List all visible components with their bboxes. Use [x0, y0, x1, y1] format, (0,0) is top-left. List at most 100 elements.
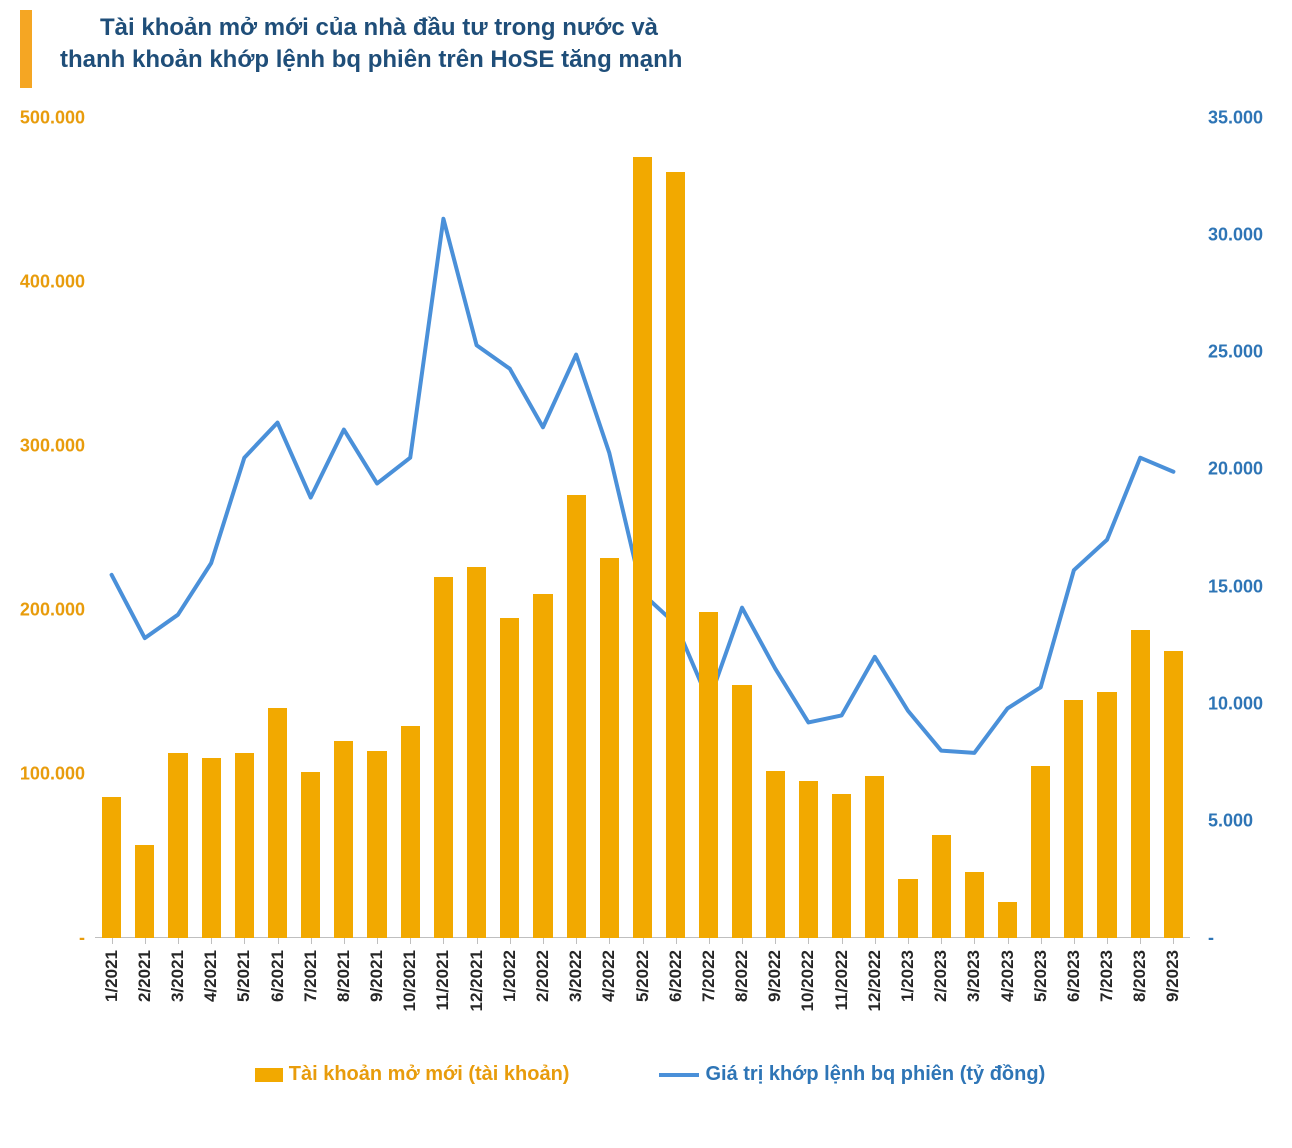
x-tick	[1008, 938, 1009, 944]
title-accent-bar	[20, 10, 32, 88]
chart-container: Tài khoản mở mới của nhà đầu tư trong nư…	[0, 0, 1292, 1148]
x-tick	[775, 938, 776, 944]
x-tick-label: 5/2023	[1031, 950, 1051, 1002]
x-tick-label: 9/2022	[765, 950, 785, 1002]
x-tick	[1173, 938, 1174, 944]
bar	[135, 845, 154, 938]
bar	[898, 879, 917, 938]
y-left-tick-label: 300.000	[20, 436, 85, 457]
x-tick-label: 12/2022	[865, 950, 885, 1011]
x-tick-label: 11/2022	[832, 950, 852, 1011]
x-tick-label: 1/2022	[500, 950, 520, 1002]
bar	[832, 794, 851, 938]
y-right-tick-label: 30.000	[1208, 225, 1263, 246]
y-left-tick-label: 200.000	[20, 600, 85, 621]
y-right-tick-label: 35.000	[1208, 108, 1263, 129]
y-right-tick-label: 20.000	[1208, 459, 1263, 480]
bar	[268, 708, 287, 938]
x-tick-label: 3/2021	[168, 950, 188, 1002]
x-tick	[510, 938, 511, 944]
legend-item-bars: Tài khoản mở mới (tài khoản)	[255, 1063, 570, 1086]
bar	[1131, 630, 1150, 938]
x-tick	[311, 938, 312, 944]
bar	[1164, 651, 1183, 938]
bar	[567, 495, 586, 938]
bar	[998, 902, 1017, 938]
y-left-tick-label: -	[79, 928, 85, 949]
x-tick-label: 1/2021	[102, 950, 122, 1002]
bar	[799, 781, 818, 938]
x-tick-label: 6/2021	[268, 950, 288, 1002]
bar	[965, 872, 984, 938]
x-tick-label: 7/2023	[1097, 950, 1117, 1002]
bar	[699, 612, 718, 938]
chart-title: Tài khoản mở mới của nhà đầu tư trong nư…	[60, 12, 682, 77]
x-tick-label: 4/2021	[201, 950, 221, 1002]
x-tick-label: 7/2022	[699, 950, 719, 1002]
bar	[102, 797, 121, 938]
bar	[334, 741, 353, 938]
x-tick-label: 3/2022	[566, 950, 586, 1002]
x-tick-label: 9/2021	[367, 950, 387, 1002]
y-right-tick-label: -	[1208, 928, 1214, 949]
x-tick	[643, 938, 644, 944]
x-tick	[543, 938, 544, 944]
x-tick-label: 4/2022	[599, 950, 619, 1002]
x-tick	[609, 938, 610, 944]
bar	[666, 172, 685, 938]
y-left-tick-label: 400.000	[20, 272, 85, 293]
bar	[932, 835, 951, 938]
legend-swatch-bar	[255, 1068, 283, 1082]
y-right-tick-label: 15.000	[1208, 576, 1263, 597]
x-tick	[244, 938, 245, 944]
bar	[1064, 700, 1083, 938]
x-tick	[875, 938, 876, 944]
x-tick	[112, 938, 113, 944]
x-tick-label: 12/2021	[467, 950, 487, 1011]
x-tick	[1074, 938, 1075, 944]
x-tick	[742, 938, 743, 944]
x-tick	[842, 938, 843, 944]
x-tick	[211, 938, 212, 944]
x-tick	[443, 938, 444, 944]
x-tick-label: 2/2022	[533, 950, 553, 1002]
x-tick-label: 8/2022	[732, 950, 752, 1002]
x-tick-label: 10/2022	[798, 950, 818, 1011]
y-right-tick-label: 10.000	[1208, 693, 1263, 714]
x-tick-label: 4/2023	[998, 950, 1018, 1002]
bar	[301, 772, 320, 938]
y-right-tick-label: 25.000	[1208, 342, 1263, 363]
bar	[467, 567, 486, 938]
x-tick-label: 7/2021	[301, 950, 321, 1002]
x-tick-label: 5/2021	[234, 950, 254, 1002]
bar	[633, 157, 652, 938]
legend-swatch-line	[659, 1073, 699, 1077]
bar	[732, 685, 751, 938]
x-tick	[1041, 938, 1042, 944]
x-tick	[808, 938, 809, 944]
x-tick	[974, 938, 975, 944]
bar	[202, 758, 221, 938]
x-tick-label: 9/2023	[1163, 950, 1183, 1002]
x-tick	[908, 938, 909, 944]
bar	[500, 618, 519, 938]
x-tick-label: 5/2022	[633, 950, 653, 1002]
bar	[533, 594, 552, 938]
x-tick	[344, 938, 345, 944]
x-tick	[178, 938, 179, 944]
x-tick-label: 2/2021	[135, 950, 155, 1002]
x-tick	[377, 938, 378, 944]
x-tick-label: 8/2021	[334, 950, 354, 1002]
legend-label-bars: Tài khoản mở mới (tài khoản)	[289, 1063, 570, 1086]
x-tick-label: 6/2023	[1064, 950, 1084, 1002]
legend-label-line: Giá trị khớp lệnh bq phiên (tỷ đồng)	[705, 1063, 1045, 1086]
x-tick	[941, 938, 942, 944]
x-tick	[145, 938, 146, 944]
bar	[434, 577, 453, 938]
y-right-tick-label: 5.000	[1208, 810, 1253, 831]
bar	[766, 771, 785, 938]
x-tick-label: 3/2023	[964, 950, 984, 1002]
x-tick	[709, 938, 710, 944]
x-tick	[1107, 938, 1108, 944]
x-tick-label: 10/2021	[400, 950, 420, 1011]
